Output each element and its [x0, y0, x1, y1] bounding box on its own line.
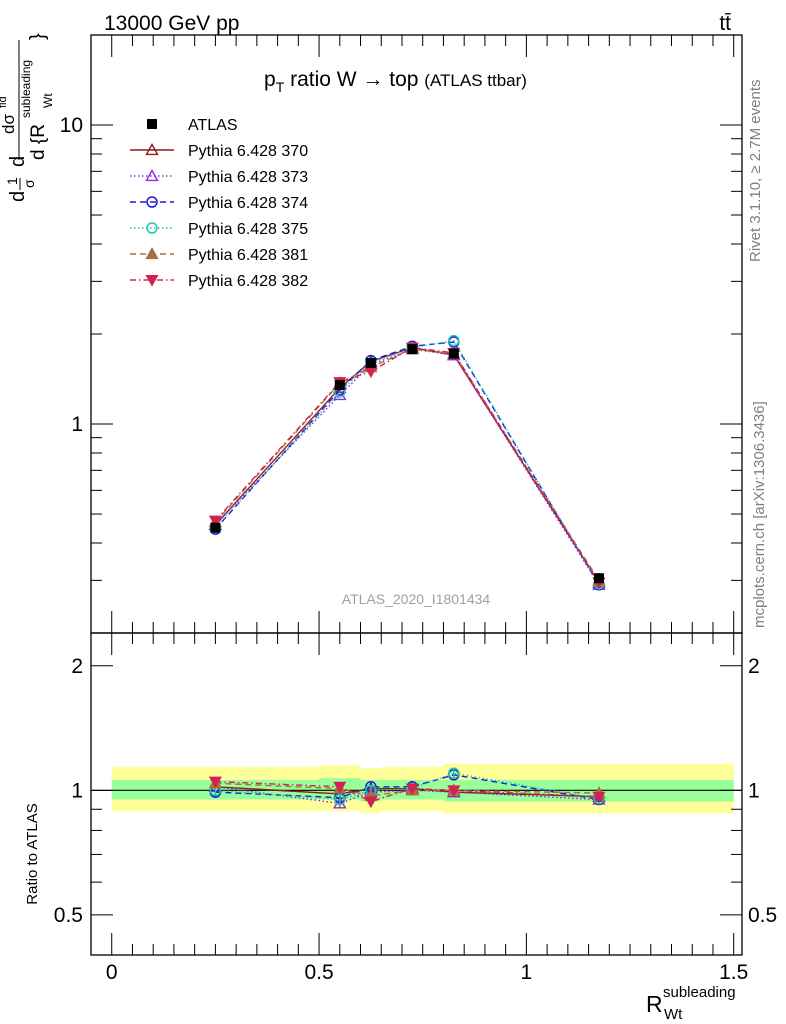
ratio-ylabel: Ratio to ATLAS [24, 803, 41, 904]
legend-label: ATLAS [188, 117, 238, 134]
series-line [214, 346, 600, 583]
legend-entry: Pythia 6.428 375 [130, 221, 308, 238]
legend-entry-atlas: ATLAS [147, 117, 238, 134]
ylabel-d2: d [7, 156, 29, 167]
ylabel-fid: fid [0, 96, 9, 108]
main-ticks: 1 10 [60, 34, 742, 634]
series-pythia-6.428-381 [208, 342, 606, 586]
ratio-point [364, 796, 378, 809]
ylabel-dsigma: dσ [0, 114, 18, 134]
data-point [593, 573, 604, 584]
ratio-y-tick-label-right: 1 [748, 779, 760, 802]
y-tick-label: 10 [60, 114, 83, 137]
ratio-frame [90, 632, 743, 956]
process-label: tt̄ [719, 12, 731, 35]
xlabel-sup: subleading [663, 984, 736, 1001]
ratio-y-tick-label-right: 2 [748, 655, 760, 678]
rivet-label: Rivet 3.1.10, ≥ 2.7M events [747, 80, 764, 263]
legend-entry: Pythia 6.428 373 [130, 169, 308, 186]
legend-marker [145, 143, 159, 156]
energy-label: 13000 GeV pp [104, 12, 239, 35]
ratio-line [215, 786, 599, 798]
xlabel-sub: Wt [664, 1006, 683, 1023]
x-tick-label: 1 [521, 961, 533, 984]
legend-label: Pythia 6.428 375 [188, 221, 308, 238]
xlabel: R [646, 991, 663, 1017]
ratio-line [215, 782, 599, 797]
legend-marker [146, 222, 158, 234]
legend-marker [145, 169, 159, 182]
ratio-point [592, 791, 606, 804]
ratio-line [215, 780, 599, 803]
watermark: ATLAS_2020_I1801434 [342, 591, 491, 607]
ylabel-subleading: subleading [19, 60, 33, 118]
series-line [214, 341, 600, 586]
legend-label: Pythia 6.428 382 [188, 273, 308, 290]
main-title: pT ratio W → top (ATLAS ttbar) [264, 68, 527, 95]
ylabel-one: 1 [4, 177, 20, 185]
series-atlas [210, 344, 604, 584]
ratio-y-tick-label: 2 [71, 655, 83, 678]
legend-entry: Pythia 6.428 374 [130, 195, 308, 212]
ratio-line [215, 774, 600, 801]
series-point [208, 515, 222, 528]
ratio-point [447, 785, 461, 798]
ylabel-wt: Wt [41, 93, 55, 108]
legend-label: Pythia 6.428 370 [188, 143, 308, 160]
ylabel-brace: } [27, 33, 49, 40]
data-point [210, 522, 221, 533]
ratio-series [208, 776, 606, 809]
legend-marker [145, 247, 159, 260]
data-point [334, 380, 345, 391]
ratio-panel: 0.5 0.5 1 1 2 2 0 0.5 1 1.5 Ratio to ATLAS R subl… [24, 632, 777, 1023]
mcplots-label: mcplots.cern.ch [arXiv:1306.3436] [751, 401, 768, 628]
ratio-line [215, 786, 599, 805]
x-tick-label: 1.5 [719, 961, 748, 984]
ylabel-d1: d [7, 191, 29, 202]
ylabel-dR: d {R [28, 124, 49, 160]
ratio-y-tick-label: 0.5 [54, 904, 83, 927]
legend-label: Pythia 6.428 373 [188, 169, 308, 186]
legend: ATLAS Pythia 6.428 370 Pythia 6.428 373 Pyt… [130, 117, 308, 290]
series-point [448, 334, 460, 347]
legend-label: Pythia 6.428 374 [188, 195, 308, 212]
ratio-ticks: 0.5 0.5 1 1 2 2 0 0.5 1 1.5 [54, 633, 777, 984]
legend-label: Pythia 6.428 381 [188, 247, 308, 264]
main-ylabel: d 1 σ d dσ fid d {R subleading Wt } [0, 33, 55, 202]
ratio-point [333, 781, 347, 794]
x-tick-label: 0 [106, 961, 118, 984]
legend-entry: Pythia 6.428 382 [130, 273, 308, 290]
series-pythia-6.428-370 [208, 340, 606, 588]
legend-entry: Pythia 6.428 381 [130, 247, 308, 264]
main-panel: 1 10 pT ratio W → top (ATLAS ttbar) ATLAS… [0, 33, 743, 634]
legend-marker [146, 196, 158, 208]
ratio-point [334, 793, 346, 806]
y-tick-label: 1 [71, 413, 83, 436]
ratio-point [405, 783, 419, 796]
ratio-y-tick-label: 1 [71, 779, 83, 802]
ratio-point [448, 767, 460, 779]
data-point [448, 348, 459, 359]
ylabel-sigma: σ [21, 179, 37, 188]
data-point [365, 357, 376, 368]
x-tick-label: 0.5 [304, 961, 333, 984]
ratio-y-tick-label-right: 0.5 [748, 904, 777, 927]
series-pythia-6.428-374 [209, 336, 605, 591]
legend-marker [147, 119, 157, 129]
data-point [407, 344, 418, 355]
legend-marker [145, 275, 159, 287]
series-line [214, 339, 600, 585]
ratio-point [208, 776, 222, 789]
series-line [214, 346, 600, 583]
series-line [214, 348, 600, 586]
legend-entry: Pythia 6.428 370 [130, 143, 308, 160]
